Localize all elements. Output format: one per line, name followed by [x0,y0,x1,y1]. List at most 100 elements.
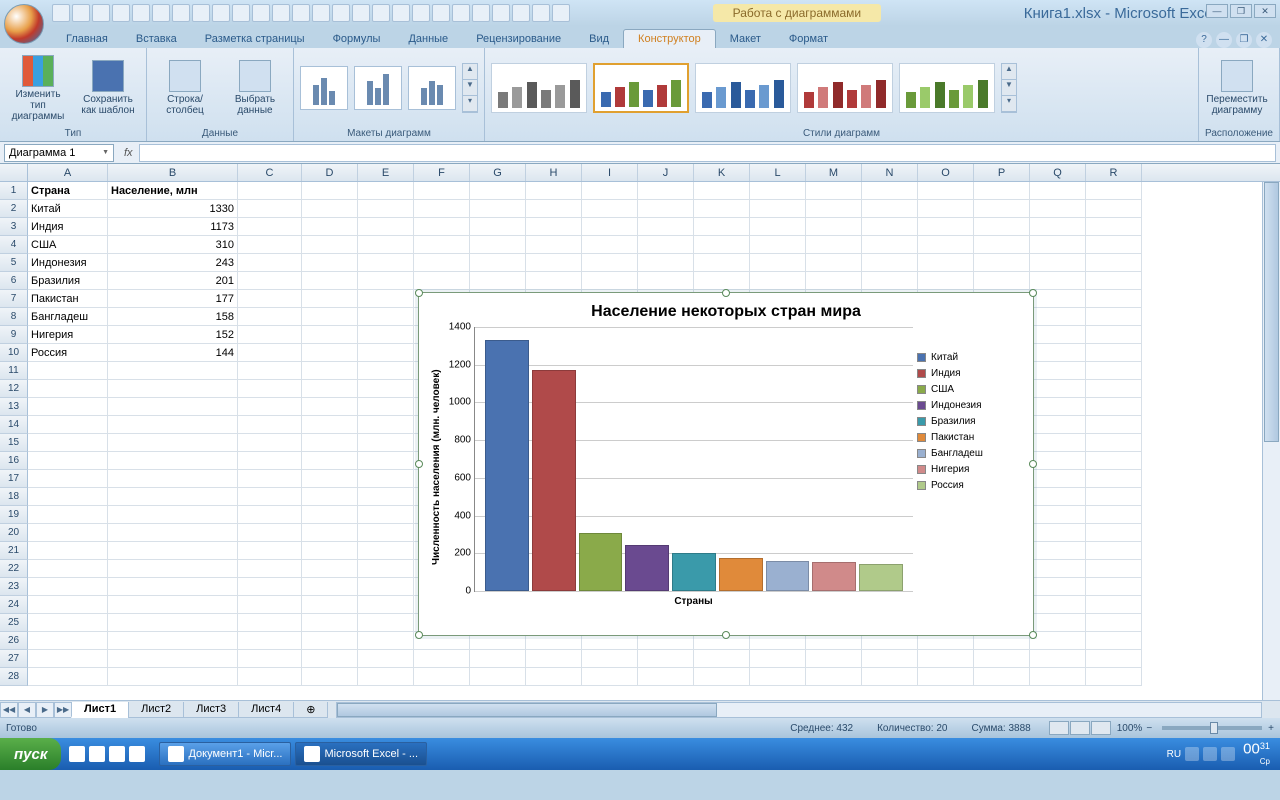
qat-item[interactable] [332,4,350,22]
cell[interactable] [358,182,414,200]
column-header[interactable]: B [108,164,238,181]
cell[interactable] [1086,182,1142,200]
chart-style-thumb[interactable] [491,63,587,113]
cell[interactable] [238,218,302,236]
cell[interactable] [918,182,974,200]
cell[interactable] [1030,488,1086,506]
cell[interactable] [238,650,302,668]
cell[interactable] [470,236,526,254]
cell[interactable] [108,668,238,686]
fx-label[interactable]: fx [118,147,139,159]
change-chart-type-button[interactable]: Изменить тип диаграммы [6,52,70,125]
ribbon-tab-6[interactable]: Вид [575,30,623,48]
cell[interactable] [638,218,694,236]
cell[interactable] [238,200,302,218]
cell[interactable] [358,416,414,434]
ribbon-tab-7[interactable]: Конструктор [623,29,716,48]
resize-handle[interactable] [415,631,423,639]
clock[interactable]: 0031Ср [1239,741,1274,767]
row-header[interactable]: 11 [0,362,28,380]
cell[interactable] [358,290,414,308]
chart-layout-thumb[interactable] [300,66,348,110]
cell[interactable] [302,182,358,200]
row-header[interactable]: 12 [0,380,28,398]
cell[interactable] [862,218,918,236]
embedded-chart[interactable]: Население некоторых стран мира Численнос… [418,292,1034,636]
cell[interactable]: 243 [108,254,238,272]
cell[interactable] [1086,236,1142,254]
row-header[interactable]: 2 [0,200,28,218]
cell[interactable] [302,632,358,650]
cell[interactable] [302,596,358,614]
cell[interactable] [108,650,238,668]
cell[interactable] [1086,506,1142,524]
cell[interactable]: 310 [108,236,238,254]
ribbon-tab-8[interactable]: Макет [716,30,775,48]
legend-item[interactable]: США [917,384,1019,395]
qat-item[interactable] [532,4,550,22]
legend-item[interactable]: Бангладеш [917,448,1019,459]
legend-item[interactable]: Индонезия [917,400,1019,411]
cell[interactable] [358,614,414,632]
cell[interactable] [582,218,638,236]
cell[interactable] [750,650,806,668]
row-header[interactable]: 13 [0,398,28,416]
chart-bar[interactable] [672,553,716,591]
cell[interactable] [238,452,302,470]
resize-handle[interactable] [1029,460,1037,468]
cell[interactable] [302,542,358,560]
cell[interactable] [470,200,526,218]
cell[interactable] [28,416,108,434]
cell[interactable] [238,308,302,326]
cell[interactable] [974,218,1030,236]
cell[interactable] [862,254,918,272]
cell[interactable] [582,200,638,218]
view-layout-button[interactable] [1070,721,1090,735]
cell[interactable] [694,236,750,254]
zoom-level[interactable]: 100% [1117,723,1143,734]
cell[interactable] [1086,542,1142,560]
horizontal-scrollbar[interactable] [336,702,1262,718]
legend-item[interactable]: Пакистан [917,432,1019,443]
ribbon-tab-0[interactable]: Главная [52,30,122,48]
row-header[interactable]: 22 [0,560,28,578]
cell[interactable] [414,668,470,686]
name-box[interactable]: Диаграмма 1 [4,144,114,162]
cell[interactable] [108,470,238,488]
language-indicator[interactable]: RU [1167,749,1181,760]
cell[interactable] [750,254,806,272]
cell[interactable] [28,506,108,524]
cell[interactable] [1086,308,1142,326]
cell[interactable] [694,218,750,236]
cell[interactable] [414,200,470,218]
cell[interactable] [1086,632,1142,650]
cell[interactable] [806,182,862,200]
cell[interactable] [694,650,750,668]
cell[interactable] [108,614,238,632]
column-header[interactable]: C [238,164,302,181]
cell[interactable] [302,614,358,632]
cell[interactable] [302,398,358,416]
cell[interactable]: 1330 [108,200,238,218]
row-header[interactable]: 20 [0,524,28,542]
sheet-nav-first[interactable]: ◀◀ [0,702,18,718]
row-header[interactable]: 6 [0,272,28,290]
zoom-in-button[interactable]: + [1268,723,1274,734]
cell[interactable] [694,668,750,686]
cell[interactable] [358,434,414,452]
resize-handle[interactable] [722,289,730,297]
vscroll-thumb[interactable] [1264,182,1279,442]
taskbar-item-excel[interactable]: Microsoft Excel - ... [295,742,427,766]
cell[interactable] [238,326,302,344]
cell[interactable]: Нигерия [28,326,108,344]
cell[interactable] [28,380,108,398]
cell[interactable] [414,650,470,668]
cell[interactable]: Китай [28,200,108,218]
cell[interactable] [28,398,108,416]
row-header[interactable]: 10 [0,344,28,362]
column-header[interactable]: D [302,164,358,181]
cell[interactable] [358,470,414,488]
cell[interactable] [1030,380,1086,398]
tray-icon[interactable] [1221,747,1235,761]
cell[interactable] [238,362,302,380]
